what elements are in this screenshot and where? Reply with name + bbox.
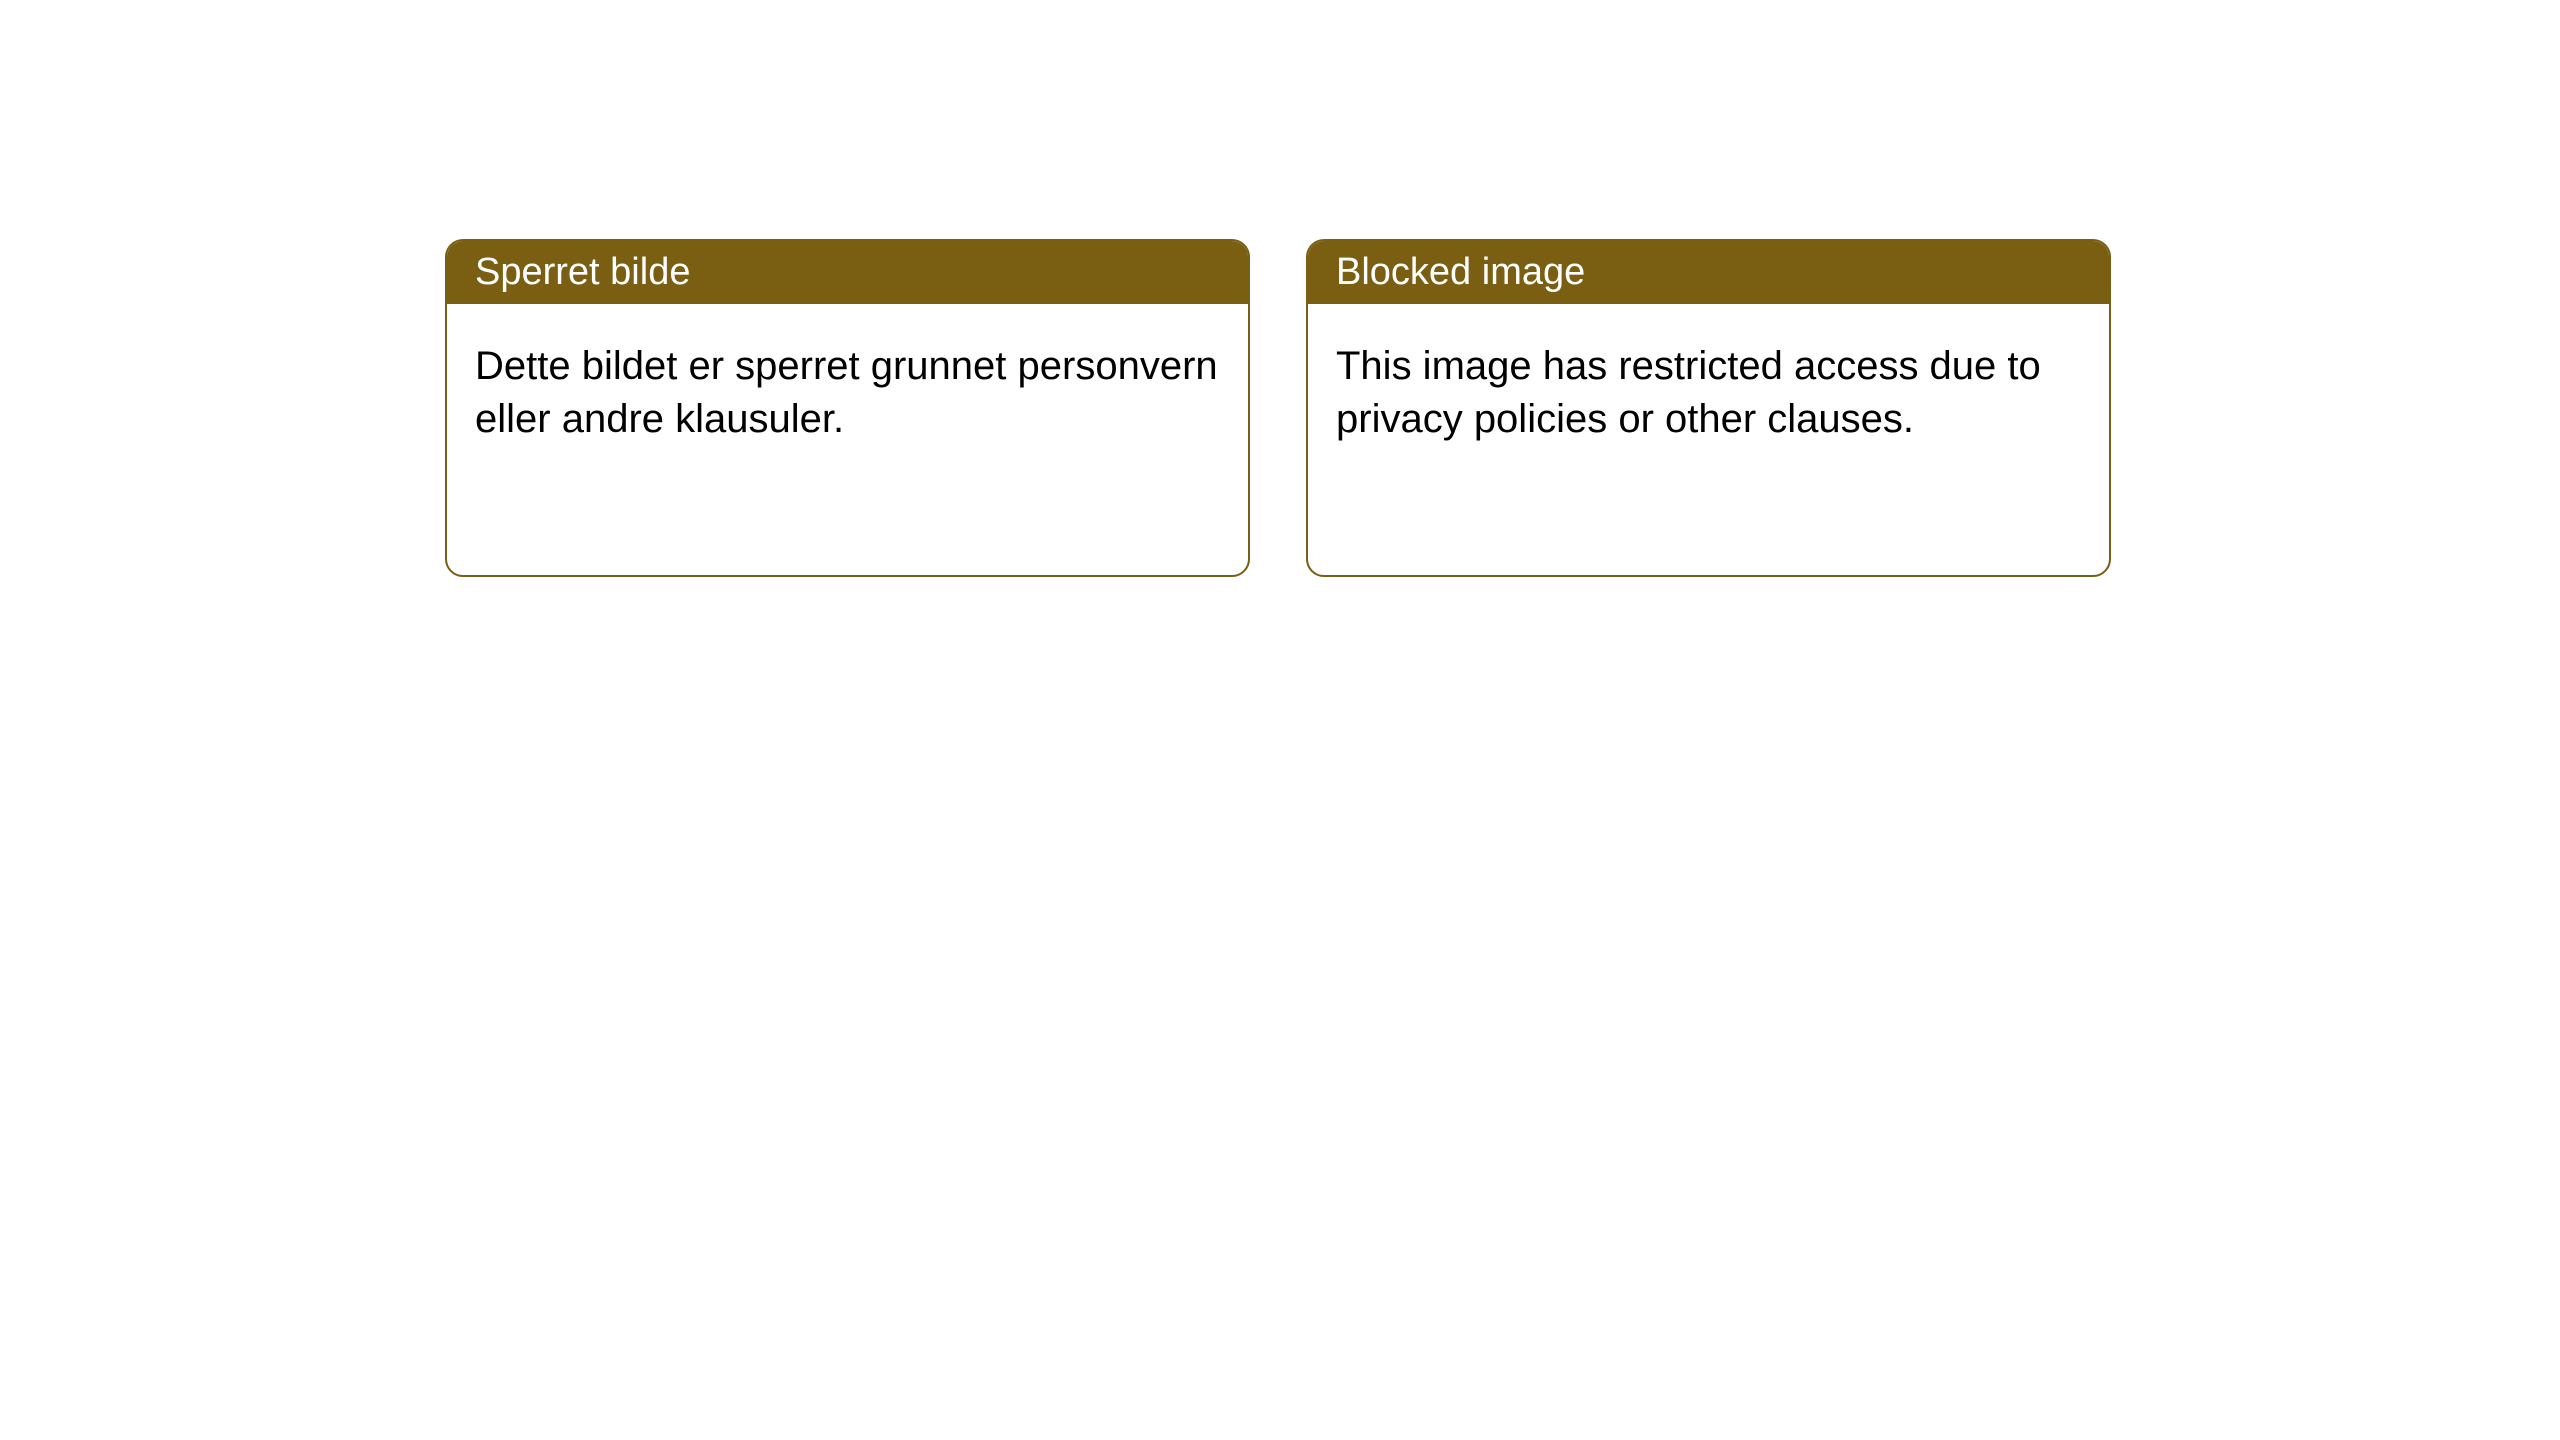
- notice-card-english: Blocked image This image has restricted …: [1306, 239, 2111, 577]
- card-body-text: Dette bildet er sperret grunnet personve…: [475, 344, 1218, 441]
- card-body: This image has restricted access due to …: [1308, 304, 2109, 482]
- card-body: Dette bildet er sperret grunnet personve…: [447, 304, 1248, 482]
- card-title: Blocked image: [1336, 251, 1585, 293]
- card-title: Sperret bilde: [475, 251, 690, 293]
- card-body-text: This image has restricted access due to …: [1336, 344, 2041, 441]
- notice-card-norwegian: Sperret bilde Dette bildet er sperret gr…: [445, 239, 1250, 577]
- notice-cards-container: Sperret bilde Dette bildet er sperret gr…: [0, 0, 2560, 577]
- card-header: Sperret bilde: [447, 241, 1248, 304]
- card-header: Blocked image: [1308, 241, 2109, 304]
